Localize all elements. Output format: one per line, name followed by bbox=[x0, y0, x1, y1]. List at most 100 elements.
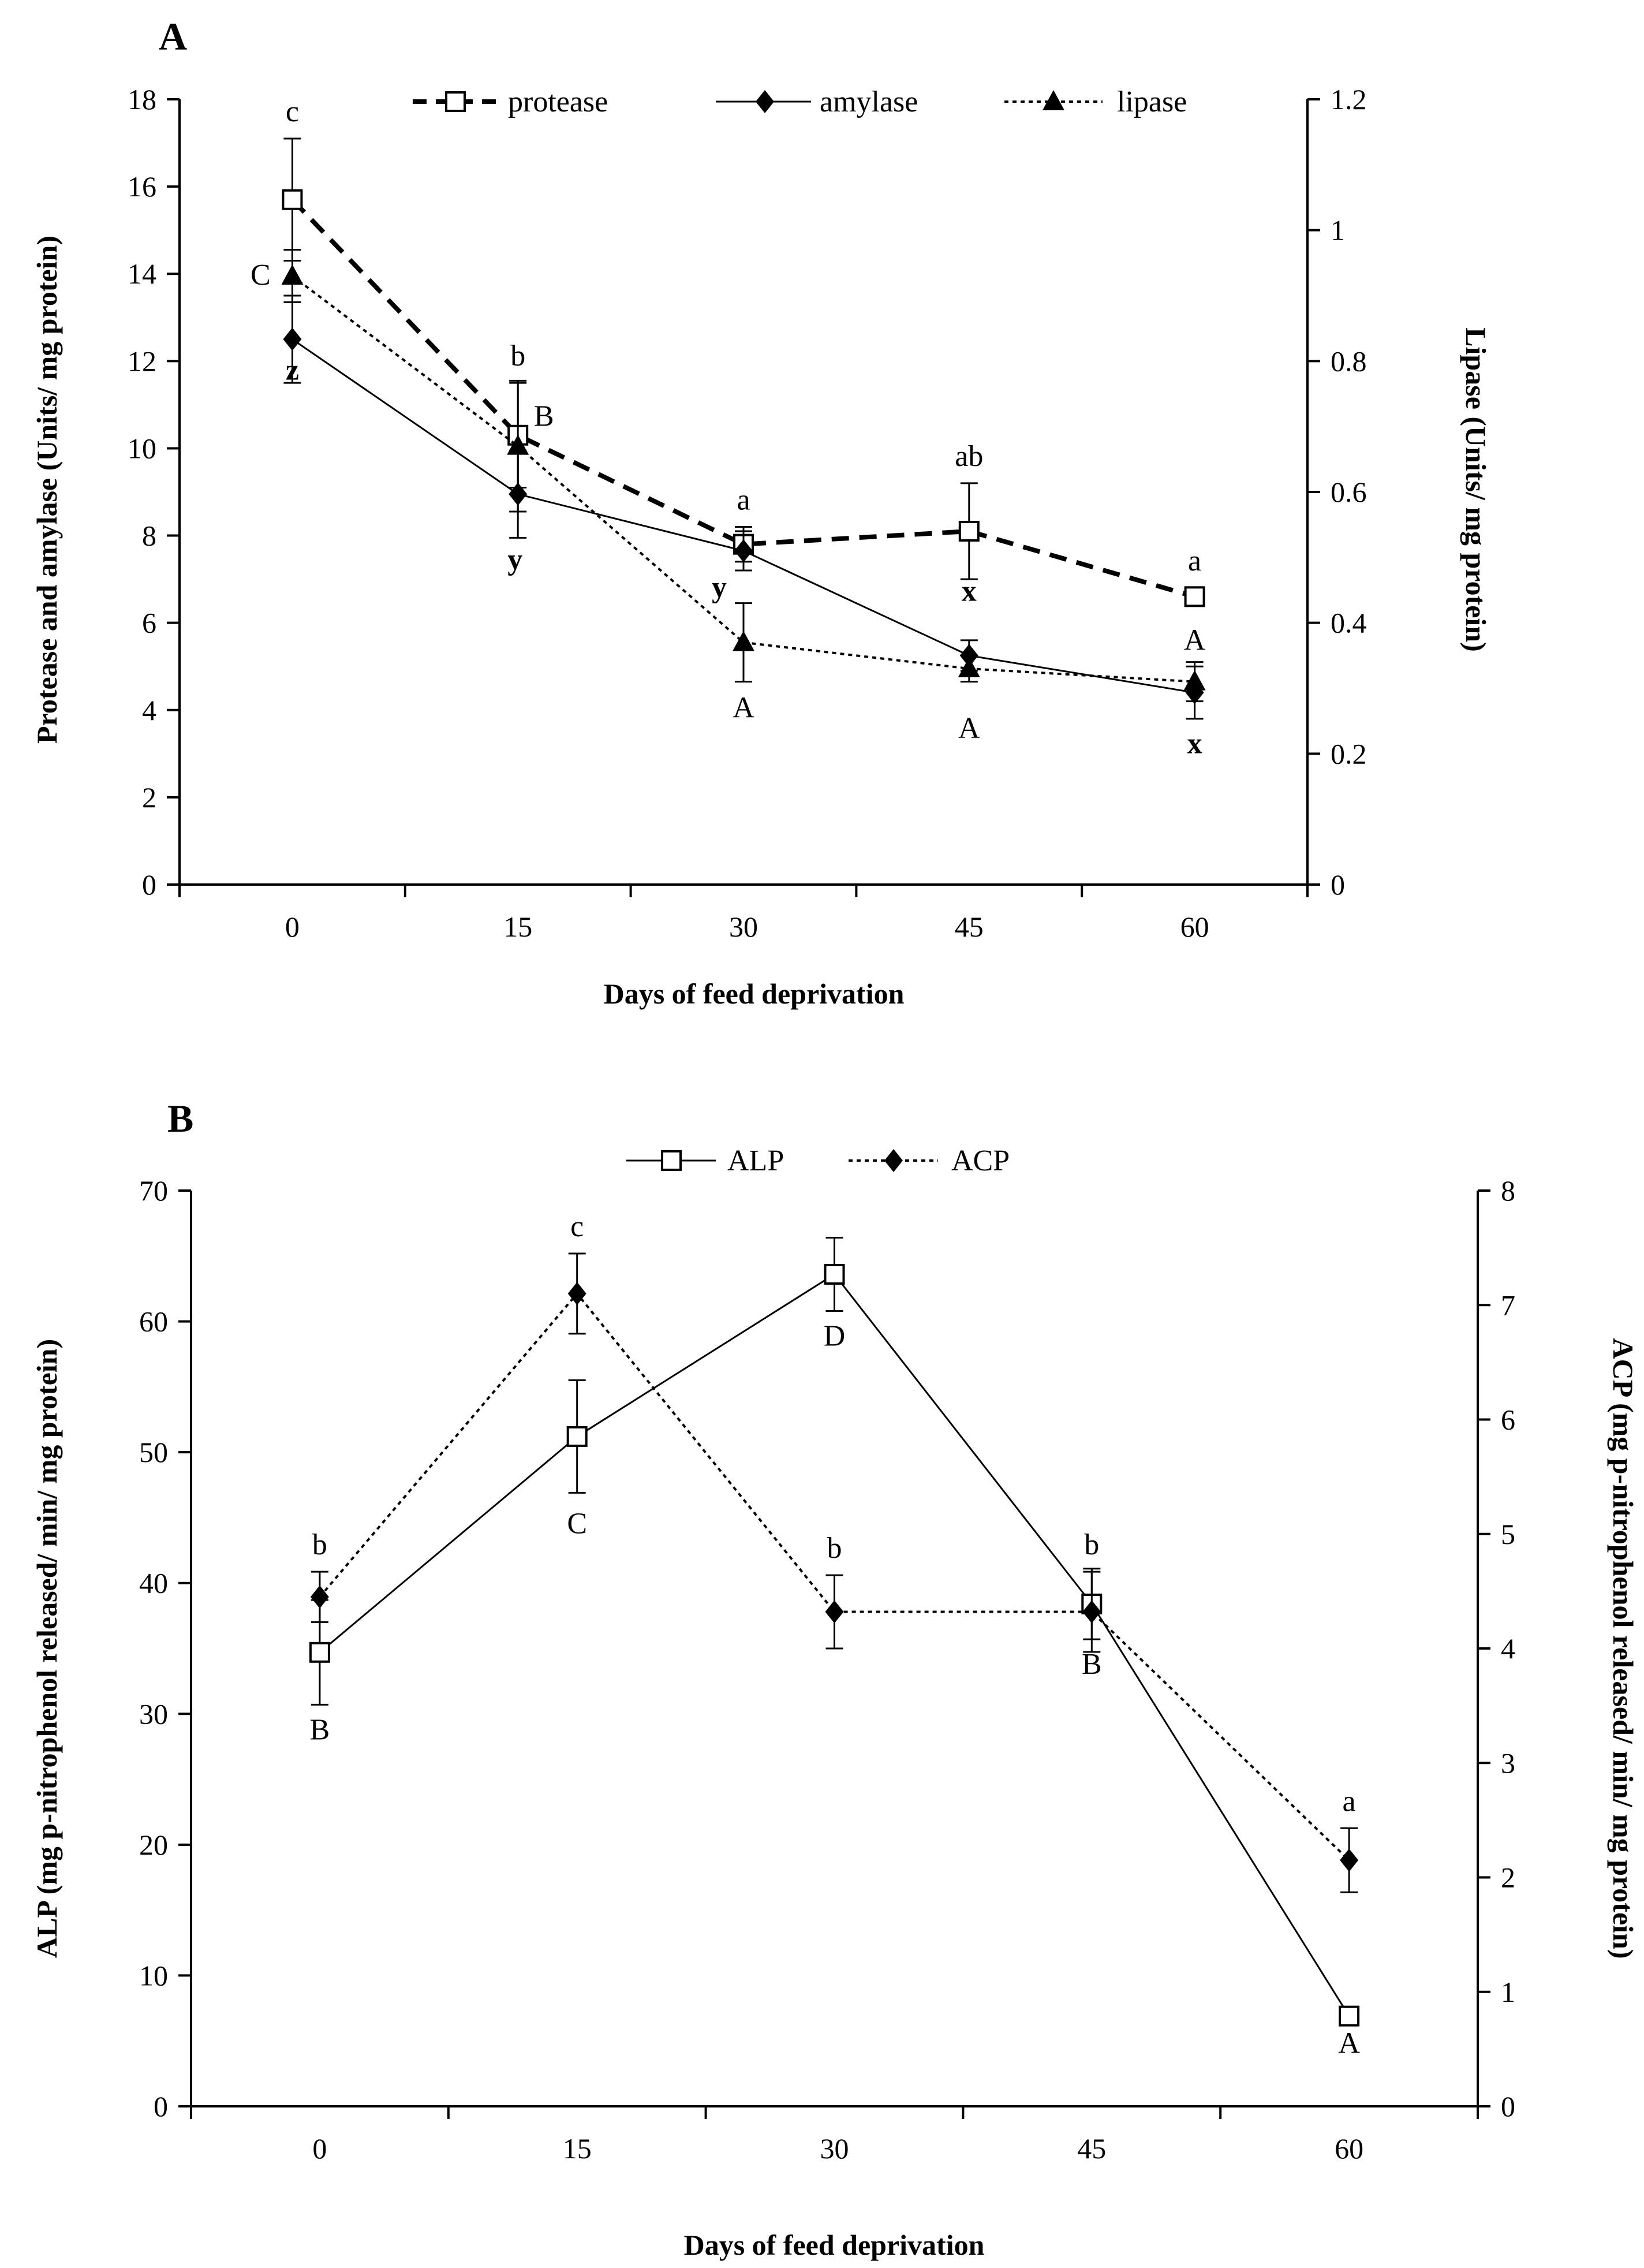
x-axis-title: Days of feed deprivation bbox=[684, 2229, 985, 2261]
significance-label-ACP: b bbox=[827, 1532, 842, 1565]
series-line-lipase bbox=[292, 275, 1195, 683]
y-tick-label-left: 4 bbox=[142, 694, 156, 726]
x-tick-label: 60 bbox=[1180, 911, 1209, 943]
data-point-amylase bbox=[734, 539, 753, 562]
y-tick-label-left: 60 bbox=[139, 1305, 168, 1338]
significance-label-amylase: y bbox=[507, 543, 522, 576]
significance-label-amylase: z bbox=[286, 354, 299, 387]
data-point-ALP bbox=[309, 1642, 330, 1663]
data-point-lipase bbox=[507, 434, 529, 455]
data-point-lipase bbox=[1183, 670, 1206, 691]
y-tick-label-left: 20 bbox=[139, 1829, 168, 1861]
y-tick-label-left: 70 bbox=[139, 1174, 168, 1207]
y-tick-label-left: 0 bbox=[142, 868, 156, 901]
x-tick-label: 15 bbox=[503, 911, 532, 943]
data-point-protease bbox=[1184, 586, 1205, 607]
legend-marker-protease bbox=[445, 91, 466, 112]
y-tick-label-left: 16 bbox=[128, 170, 156, 203]
series-line-ACP bbox=[319, 1292, 1350, 1862]
y-tick-label-left: 8 bbox=[142, 520, 156, 552]
x-tick-label: 15 bbox=[563, 2132, 592, 2165]
y-tick-label-right: 4 bbox=[1501, 1632, 1515, 1665]
series-ALP bbox=[309, 1237, 1360, 2027]
legend-marker-ACP bbox=[884, 1149, 903, 1172]
y-axis-title-left: Protease and amylase (Units/ mg protein) bbox=[31, 236, 63, 744]
y-axis-title-left: ALP (mg p-nitrophenol released/ min/ mg … bbox=[31, 1339, 63, 1958]
y-tick-label-left: 50 bbox=[139, 1436, 168, 1468]
y-axis-title-right: Lipase (Units/ mg protein) bbox=[1460, 327, 1492, 652]
y-tick-label-left: 10 bbox=[128, 432, 156, 464]
y-tick-label-right: 2 bbox=[1501, 1862, 1515, 1894]
legend-label-ALP: ALP bbox=[727, 1144, 784, 1177]
data-point-ACP bbox=[310, 1585, 329, 1609]
data-point-amylase bbox=[283, 327, 302, 351]
significance-label-ALP: A bbox=[1338, 2027, 1360, 2060]
significance-label-ALP: D bbox=[824, 1319, 846, 1352]
data-point-ACP bbox=[825, 1600, 844, 1624]
series-ACP bbox=[310, 1252, 1359, 1893]
y-tick-label-right: 1 bbox=[1501, 1976, 1515, 2008]
x-tick-label: 45 bbox=[1077, 2132, 1106, 2165]
x-tick-label: 30 bbox=[729, 911, 758, 943]
y-tick-label-left: 6 bbox=[142, 607, 156, 639]
y-tick-label-right: 0.4 bbox=[1331, 607, 1367, 639]
y-tick-label-left: 40 bbox=[139, 1567, 168, 1599]
significance-label-amylase: x bbox=[1187, 728, 1202, 760]
significance-label-ALP: B bbox=[310, 1713, 330, 1746]
significance-label-ACP: a bbox=[1343, 1785, 1356, 1818]
y-tick-label-right: 1 bbox=[1331, 214, 1345, 247]
legend-label-protease: protease bbox=[508, 85, 608, 118]
significance-label-lipase: A bbox=[1184, 624, 1206, 657]
significance-label-ALP: C bbox=[567, 1507, 587, 1540]
y-tick-label-right: 7 bbox=[1501, 1289, 1515, 1321]
legend-label-amylase: amylase bbox=[820, 85, 918, 118]
data-point-protease bbox=[958, 521, 980, 542]
y-tick-label-right: 0.2 bbox=[1331, 737, 1367, 770]
significance-label-lipase: B bbox=[534, 400, 554, 433]
y-tick-label-right: 5 bbox=[1501, 1518, 1515, 1550]
data-point-ACP bbox=[1082, 1600, 1101, 1624]
data-point-lipase bbox=[281, 264, 304, 285]
x-tick-label: 45 bbox=[955, 911, 984, 943]
y-tick-label-left: 10 bbox=[139, 1959, 168, 1991]
data-point-ALP bbox=[824, 1264, 845, 1285]
legend-label-lipase: lipase bbox=[1117, 85, 1187, 118]
x-tick-label: 0 bbox=[312, 2132, 327, 2165]
data-point-ACP bbox=[567, 1282, 586, 1305]
significance-label-protease: b bbox=[510, 340, 525, 372]
series-lipase bbox=[281, 249, 1206, 703]
legend-marker-amylase bbox=[756, 90, 774, 113]
legend-marker-ALP bbox=[661, 1150, 682, 1171]
significance-label-protease: a bbox=[1188, 544, 1201, 577]
y-tick-label-left: 18 bbox=[128, 83, 156, 115]
x-axis-title: Days of feed deprivation bbox=[604, 978, 905, 1010]
significance-label-lipase: C bbox=[251, 259, 271, 292]
y-tick-label-right: 0.6 bbox=[1331, 476, 1367, 508]
significance-label-protease: a bbox=[737, 483, 750, 516]
y-axis-title-right: ACP (mg p-nitrophenol released/ min/ mg … bbox=[1607, 1338, 1639, 1959]
significance-label-ACP: c bbox=[570, 1210, 584, 1243]
significance-label-lipase: A bbox=[733, 692, 754, 725]
x-tick-label: 0 bbox=[285, 911, 300, 943]
significance-label-ACP: b bbox=[312, 1528, 327, 1561]
y-tick-label-right: 1.2 bbox=[1331, 83, 1367, 115]
y-tick-label-right: 0 bbox=[1501, 2090, 1515, 2122]
x-tick-label: 30 bbox=[820, 2132, 849, 2165]
legend-marker-lipase bbox=[1043, 90, 1064, 110]
data-point-ACP bbox=[1340, 1848, 1359, 1872]
panel-label: A bbox=[159, 14, 187, 58]
significance-label-amylase: y bbox=[712, 571, 727, 604]
significance-label-protease: ab bbox=[955, 440, 983, 473]
data-point-lipase bbox=[733, 631, 754, 651]
x-tick-label: 60 bbox=[1335, 2132, 1363, 2165]
y-tick-label-right: 8 bbox=[1501, 1174, 1515, 1207]
y-tick-label-left: 30 bbox=[139, 1698, 168, 1730]
y-tick-label-left: 0 bbox=[154, 2090, 168, 2122]
y-tick-label-right: 6 bbox=[1501, 1404, 1515, 1436]
y-tick-label-right: 0 bbox=[1331, 868, 1345, 901]
significance-label-ACP: b bbox=[1084, 1528, 1099, 1561]
y-tick-label-right: 0.8 bbox=[1331, 345, 1367, 377]
legend-label-ACP: ACP bbox=[951, 1144, 1010, 1177]
